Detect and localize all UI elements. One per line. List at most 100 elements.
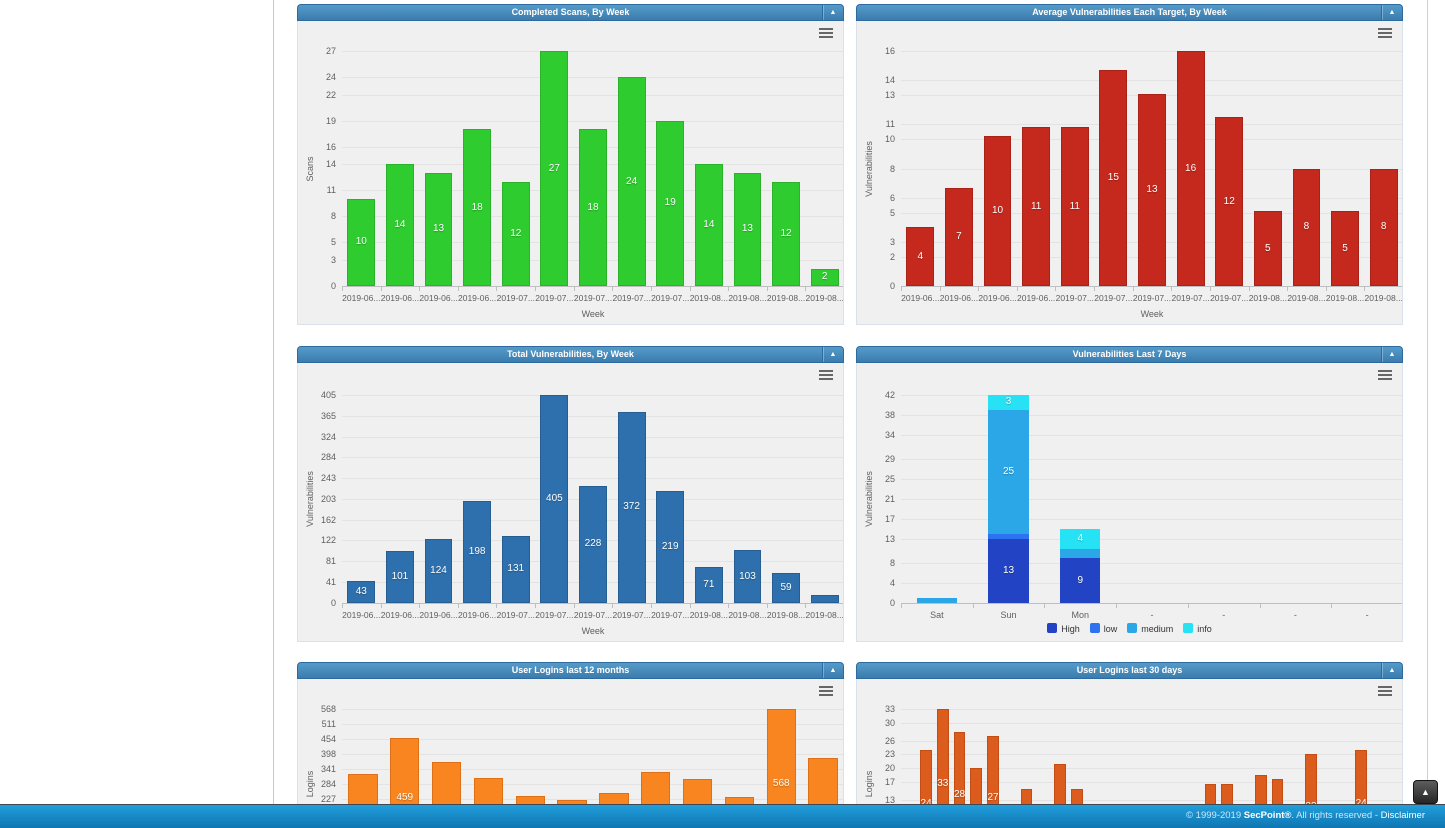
x-tick-mark [573,604,575,608]
bar[interactable] [1215,117,1244,286]
chart-menu-icon[interactable] [819,686,833,696]
bar-segment[interactable] [988,409,1029,534]
bar-segment[interactable] [988,533,1029,539]
legend-item[interactable]: medium [1127,623,1173,634]
bar-segment[interactable] [1060,558,1101,603]
x-tick-label: 2019-08... [805,293,844,303]
panel-title: Vulnerabilities Last 7 Days [1072,349,1187,359]
bar[interactable] [501,181,530,286]
bar[interactable] [1331,211,1359,286]
bar[interactable] [386,551,414,603]
bar[interactable] [694,164,723,286]
bar[interactable] [540,395,569,603]
bar[interactable] [579,485,607,603]
bar[interactable] [501,535,530,603]
bar[interactable] [424,172,453,286]
x-tick-mark [342,287,343,291]
bar[interactable] [1054,763,1066,828]
y-tick-label: 0 [330,598,336,608]
bar[interactable] [936,709,949,828]
legend-item[interactable]: info [1183,623,1212,634]
bar[interactable] [386,164,414,286]
bar[interactable] [970,768,983,828]
bar[interactable] [1271,779,1284,828]
bar[interactable] [463,129,492,286]
bar[interactable] [1176,51,1205,286]
y-tick-label: 11 [326,185,336,196]
panel-header[interactable]: Vulnerabilities Last 7 Days ▲ [856,346,1403,363]
chart-menu-icon[interactable] [1378,28,1392,38]
bar[interactable] [1305,754,1317,828]
bar[interactable] [1099,70,1128,286]
panel-header[interactable]: User Logins last 12 months ▲ [297,662,844,679]
bar-segment[interactable] [1060,528,1101,549]
bar[interactable] [772,181,800,286]
x-tick-label: 2019-08... [1248,293,1287,303]
panel-header[interactable]: Completed Scans, By Week ▲ [297,4,844,21]
bar[interactable] [733,172,762,286]
bar[interactable] [1254,774,1267,828]
x-tick-mark [650,287,652,291]
collapse-panel-button[interactable]: ▲ [822,347,843,362]
bar[interactable] [579,129,607,286]
bar-segment[interactable] [988,538,1029,603]
bar[interactable] [1060,127,1089,286]
bar[interactable] [1292,168,1321,286]
bar[interactable] [920,749,932,828]
bar[interactable] [906,227,935,286]
panel-header[interactable]: User Logins last 30 days ▲ [856,662,1403,679]
bar[interactable] [424,539,453,603]
collapse-panel-button[interactable]: ▲ [1381,5,1402,20]
bar-segment[interactable] [916,598,957,603]
gridline [342,120,843,122]
bar[interactable] [1138,93,1166,286]
scroll-to-top-button[interactable]: ▲ [1413,780,1438,804]
bar[interactable] [810,268,839,286]
chart-menu-icon[interactable] [1378,370,1392,380]
bar[interactable] [540,51,569,286]
bar-value-label: 10 [355,236,367,248]
panel-header[interactable]: Average Vulnerabilities Each Target, By … [856,4,1403,21]
x-axis-title: Week [581,309,605,319]
bar[interactable] [617,411,646,603]
bar[interactable] [347,198,376,286]
x-tick-label: 2019-07... [496,293,535,303]
panel-body: 0 41 81 122 162 203 243 284 324 365 405 Vulnerabili… [297,363,844,642]
bar[interactable] [953,731,966,828]
bar[interactable] [945,187,973,286]
bar[interactable] [1022,127,1051,286]
collapse-panel-button[interactable]: ▲ [1381,347,1402,362]
bar[interactable] [772,572,800,603]
bar[interactable] [810,595,839,603]
legend-item[interactable]: High [1047,623,1080,634]
bar[interactable] [656,490,685,603]
bar[interactable] [1369,168,1398,286]
bar[interactable] [983,136,1012,286]
y-tick-label: 511 [321,719,336,730]
content-left-divider [273,0,274,828]
bar[interactable] [617,77,646,286]
bar[interactable] [694,566,723,603]
bar[interactable] [656,120,685,286]
collapse-panel-button[interactable]: ▲ [822,663,843,678]
chart-menu-icon[interactable] [1378,686,1392,696]
x-tick-label: 2019-07... [573,293,613,303]
x-tick-mark [1259,604,1261,608]
collapse-panel-button[interactable]: ▲ [1381,663,1402,678]
gridline [342,415,843,417]
bar[interactable] [347,580,376,603]
legend-item[interactable]: low [1089,623,1117,634]
bar[interactable] [1253,211,1282,286]
chart-menu-icon[interactable] [819,370,833,380]
panel-header[interactable]: Total Vulnerabilities, By Week ▲ [297,346,844,363]
bar[interactable] [1355,749,1367,828]
bar[interactable] [987,736,999,828]
bar-segment[interactable] [1060,548,1101,559]
chart-menu-icon[interactable] [819,28,833,38]
collapse-panel-button[interactable]: ▲ [822,5,843,20]
bar[interactable] [463,501,492,603]
bar[interactable] [733,550,762,603]
bar-value-label: 8 [1380,221,1387,233]
bar-segment[interactable] [988,395,1029,410]
disclaimer-link[interactable]: Disclaimer [1380,810,1425,821]
